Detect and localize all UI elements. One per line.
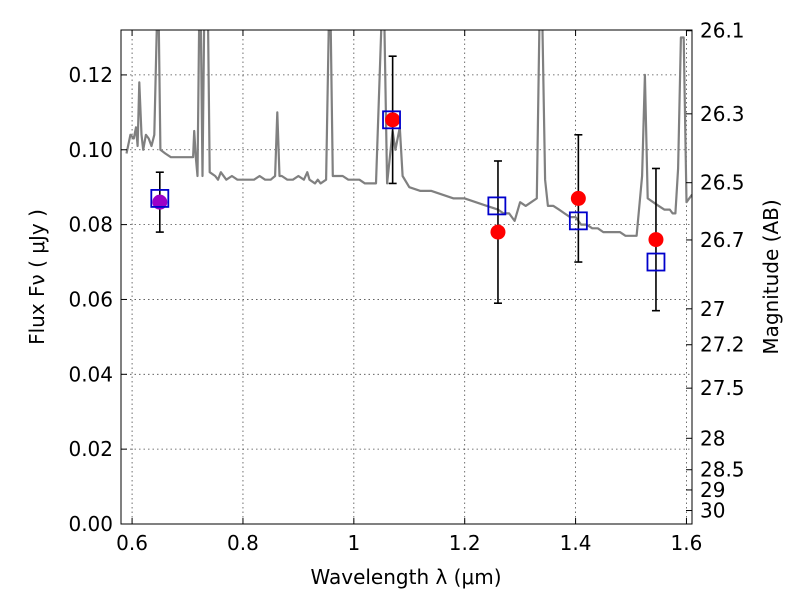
mag-tick-label: 27.2 <box>700 333 745 357</box>
y-tick-label: 0.10 <box>68 138 113 162</box>
y-axis-title: Flux Fν ( μJy ) <box>25 209 49 345</box>
model-point <box>487 196 507 216</box>
mag-tick-label: 26.1 <box>700 19 745 43</box>
y-tick-label: 0.06 <box>68 287 113 311</box>
model-point <box>646 252 666 272</box>
model-photometry-series <box>150 110 666 272</box>
observed-point <box>648 232 664 248</box>
observed-point <box>570 190 586 206</box>
axes: 0.6 0.8 1 1.2 1.4 1.6 0.00 0.02 0.04 0.06 0.08 0.10… <box>68 19 744 555</box>
y-tick-label: 0.04 <box>68 362 113 386</box>
mag-tick-label: 27 <box>700 297 725 321</box>
mag-tick-label: 28.5 <box>700 458 745 482</box>
mag-tick-label: 29 <box>700 478 725 502</box>
y-tick-label: 0.02 <box>68 437 113 461</box>
mag-tick-label: 26.3 <box>700 102 745 126</box>
observed-point <box>152 194 168 210</box>
observed-series <box>152 55 664 312</box>
x-tick-label: 0.8 <box>227 531 259 555</box>
y-tick-label: 0.08 <box>68 213 113 237</box>
model-point <box>382 110 401 130</box>
mag-tick-label: 26.7 <box>700 228 745 252</box>
mag-tick-label: 28 <box>700 426 725 450</box>
spectrum-line <box>125 30 692 237</box>
model-point <box>150 189 170 208</box>
grid-lines <box>121 30 692 524</box>
mag-tick-label: 27.5 <box>700 376 745 400</box>
model-point <box>568 211 588 231</box>
x-tick-label: 0.6 <box>116 531 148 555</box>
x-axis-title: Wavelength λ (μm) <box>310 565 501 589</box>
plot-area <box>125 30 692 312</box>
x-tick-label: 1.4 <box>560 531 592 555</box>
observed-point <box>490 224 506 240</box>
plot-frame <box>120 29 693 525</box>
observed-point <box>385 112 401 128</box>
x-tick-label: 1.2 <box>449 531 481 555</box>
y-tick-label: 0.12 <box>68 63 113 87</box>
mag-tick-label: 26.5 <box>700 171 745 195</box>
y2-axis-title: Magnitude (AB) <box>759 199 783 354</box>
x-tick-label: 1.6 <box>671 531 703 555</box>
y-tick-label: 0.00 <box>68 512 113 536</box>
x-tick-label: 1 <box>347 531 360 555</box>
mag-tick-label: 30 <box>700 499 725 523</box>
